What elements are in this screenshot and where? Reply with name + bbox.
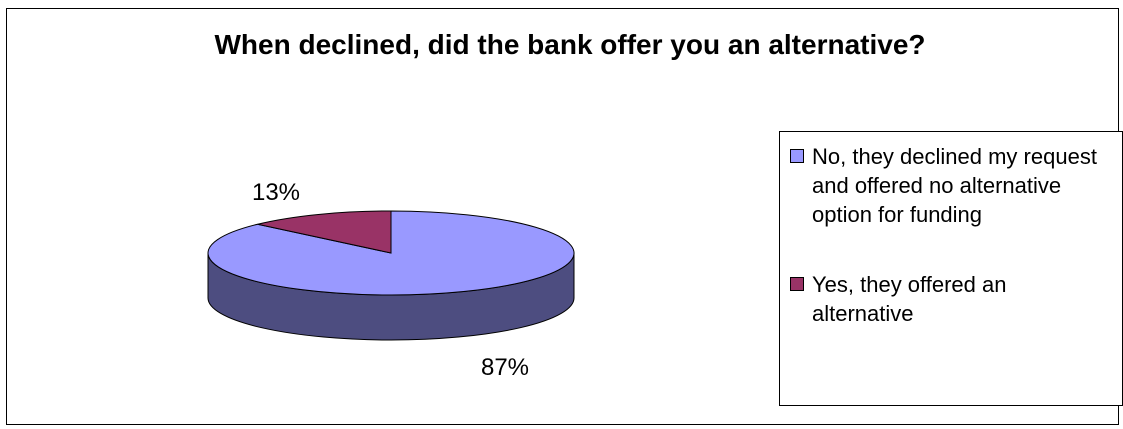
legend: No, they declined my request and offered… bbox=[779, 131, 1123, 406]
legend-item-no: No, they declined my request and offered… bbox=[790, 142, 1110, 229]
legend-swatch-yes bbox=[790, 277, 804, 291]
data-label-no: 87% bbox=[481, 354, 529, 381]
data-label-yes: 13% bbox=[252, 179, 300, 206]
legend-swatch-no bbox=[790, 149, 804, 163]
legend-item-yes: Yes, they offered an alternative bbox=[790, 270, 1110, 328]
pie-slice-yes bbox=[257, 210, 392, 254]
legend-label-no: No, they declined my request and offered… bbox=[812, 144, 1097, 227]
legend-label-yes: Yes, they offered an alternative bbox=[812, 272, 1007, 326]
chart-title: When declined, did the bank offer you an… bbox=[214, 29, 926, 60]
